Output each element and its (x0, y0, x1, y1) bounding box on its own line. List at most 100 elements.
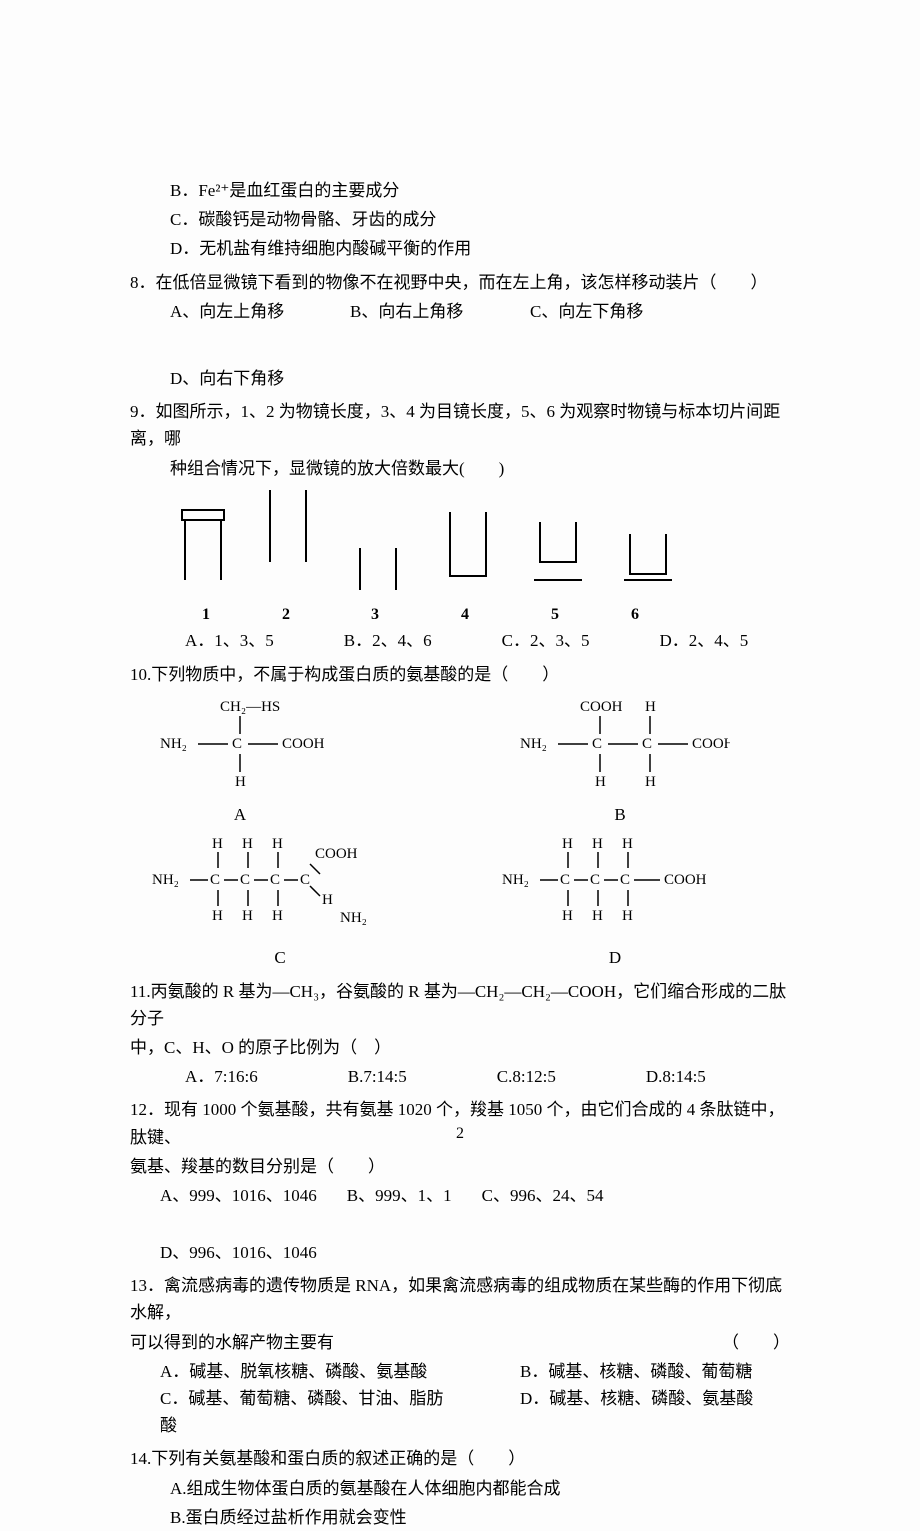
q11-b: B.7:14:5 (348, 1063, 407, 1090)
q14-a: A.组成生物体蛋白质的氨基酸在人体细胞内都能合成 (130, 1475, 790, 1502)
svg-text:H: H (592, 908, 603, 924)
q11-options: A．7:16:6 B.7:14:5 C.8:12:5 D.8:14:5 (130, 1063, 790, 1090)
q9-c: C．2、3、5 (502, 627, 590, 654)
q12-c: C、996、24、54 (482, 1182, 604, 1209)
q10-molecules-bottom: H H H COOH NH₂ C C C C H H H H (130, 828, 790, 971)
svg-text:COOH: COOH (664, 872, 707, 888)
q9-label-4: 4 (420, 602, 510, 628)
svg-text:NH₂: NH₂ (160, 736, 187, 752)
page-number: 2 (0, 1121, 920, 1147)
svg-text:H: H (645, 699, 656, 715)
svg-text:H: H (242, 908, 253, 924)
svg-text:H: H (645, 774, 656, 790)
q13-stem-2: 可以得到的水解产物主要有 （ ） (130, 1329, 790, 1356)
q7-option-c: C．碳酸钙是动物骨骼、牙齿的成分 (130, 206, 790, 233)
q8-a: A、向左上角移 (170, 298, 310, 325)
q7-option-d: D．无机盐有维持细胞内酸碱平衡的作用 (130, 235, 790, 262)
svg-text:H: H (242, 836, 253, 852)
svg-text:NH₂: NH₂ (502, 872, 529, 888)
q11-c: C.8:12:5 (497, 1063, 556, 1090)
q10-label-c: C (150, 944, 410, 971)
svg-text:COOH: COOH (282, 736, 325, 752)
svg-text:C: C (300, 872, 310, 888)
q13-d: D．碱基、核糖、磷酸、氨基酸 (520, 1385, 753, 1439)
svg-text:H: H (595, 774, 606, 790)
q13-b: B．碱基、核糖、磷酸、葡萄糖 (520, 1358, 752, 1385)
q13-stem-1: 13．禽流感病毒的遗传物质是 RNA，如果禽流感病毒的组成物质在某些酶的作用下彻… (130, 1272, 790, 1326)
svg-text:COOH: COOH (580, 699, 623, 715)
q13-options-row1: A．碱基、脱氧核糖、磷酸、氨基酸 B．碱基、核糖、磷酸、葡萄糖 (130, 1358, 790, 1385)
svg-text:C: C (270, 872, 280, 888)
q13-stem-2-text: 可以得到的水解产物主要有 (130, 1329, 334, 1356)
q9-a: A．1、3、5 (185, 627, 274, 654)
q11-stem-1: 11.丙氨酸的 R 基为—CH₃，谷氨酸的 R 基为—CH₂—CH₂—COOH，… (130, 978, 790, 1032)
q9-diagram-labels: 1 2 3 4 5 6 (130, 602, 790, 628)
svg-text:C: C (560, 872, 570, 888)
q11-d: D.8:14:5 (646, 1063, 706, 1090)
q9-d: D．2、4、5 (659, 627, 748, 654)
q10-molecules-top: CH₂—HS NH₂ C COOH H A COOH H NH₂ C (130, 690, 790, 828)
q13-options-row2: C．碱基、葡萄糖、磷酸、甘油、脂肪酸 D．碱基、核糖、磷酸、氨基酸 (130, 1385, 790, 1439)
q10-stem: 10.下列物质中，不属于构成蛋白质的氨基酸的是（ ） (130, 661, 790, 688)
svg-text:C: C (232, 736, 242, 752)
q8-b: B、向右上角移 (350, 298, 490, 325)
q13-a: A．碱基、脱氧核糖、磷酸、氨基酸 (160, 1358, 460, 1385)
q9-lens-diagram (170, 490, 710, 590)
q13-paren: （ ） (722, 1329, 790, 1356)
q14-b: B.蛋白质经过盐析作用就会变性 (130, 1504, 790, 1531)
svg-text:C: C (592, 736, 602, 752)
q11-a: A．7:16:6 (185, 1063, 258, 1090)
q10-label-b: B (510, 801, 730, 828)
svg-text:C: C (240, 872, 250, 888)
q9-label-3: 3 (330, 602, 420, 628)
q10-mol-d-svg: HHH NH₂ C C C COOH HHH (500, 834, 730, 934)
svg-text:NH₂: NH₂ (152, 872, 179, 888)
q10-mol-a-svg: CH₂—HS NH₂ C COOH H (150, 696, 330, 791)
q8-options: A、向左上角移 B、向右上角移 C、向左下角移 D、向右下角移 (130, 298, 790, 392)
q10-mol-c-svg: HHH COOH NH₂ C C C C H HHH (150, 834, 410, 934)
q10-mol-c: HHH COOH NH₂ C C C C H HHH (150, 834, 410, 971)
q13-c: C．碱基、葡萄糖、磷酸、甘油、脂肪酸 (160, 1385, 460, 1439)
q9-label-1: 1 (170, 602, 242, 628)
svg-text:H: H (212, 908, 223, 924)
q10-mol-a: CH₂—HS NH₂ C COOH H A (150, 696, 330, 828)
q9-label-5: 5 (510, 602, 600, 628)
q9-diagram (130, 490, 790, 598)
q10-mol-b: COOH H NH₂ C C COOH H H B (510, 696, 730, 828)
svg-text:H: H (562, 908, 573, 924)
svg-text:NH₂: NH₂ (520, 736, 547, 752)
svg-text:H: H (622, 908, 633, 924)
svg-text:H: H (562, 836, 573, 852)
svg-text:H: H (592, 836, 603, 852)
q7-option-b: B．Fe²⁺是血红蛋白的主要成分 (130, 177, 790, 204)
q9-label-2: 2 (242, 602, 330, 628)
q10-mol-b-svg: COOH H NH₂ C C COOH H H (510, 696, 730, 791)
svg-text:CH₂—HS: CH₂—HS (220, 699, 280, 715)
svg-text:COOH: COOH (315, 846, 358, 862)
q12-a: A、999、1016、1046 (160, 1182, 317, 1209)
q12-b: B、999、1、1 (347, 1182, 452, 1209)
svg-text:COOH: COOH (692, 736, 730, 752)
q8-d: D、向右下角移 (170, 365, 310, 392)
q11-stem-2: 中，C、H、O 的原子比例为（ ） (130, 1034, 790, 1061)
q12-d: D、996、1016、1046 (160, 1239, 317, 1266)
q9-b: B．2、4、6 (344, 627, 432, 654)
q9-stem-2: 种组合情况下，显微镜的放大倍数最大( ) (130, 455, 790, 482)
svg-text:C: C (210, 872, 220, 888)
svg-text:H: H (622, 836, 633, 852)
svg-text:H: H (322, 892, 333, 908)
exam-page: B．Fe²⁺是血红蛋白的主要成分 C．碳酸钙是动物骨骼、牙齿的成分 D．无机盐有… (0, 0, 920, 1302)
q10-label-d: D (500, 944, 730, 971)
svg-text:H: H (272, 836, 283, 852)
q10-mol-d: HHH NH₂ C C C COOH HHH D (500, 834, 730, 971)
q14-stem: 14.下列有关氨基酸和蛋白质的叙述正确的是（ ） (130, 1445, 790, 1472)
q12-options: A、999、1016、1046 B、999、1、1 C、996、24、54 D、… (130, 1182, 790, 1266)
q9-stem-1: 9．如图所示，1、2 为物镜长度，3、4 为目镜长度，5、6 为观察时物镜与标本… (130, 398, 790, 452)
q8-stem: 8．在低倍显微镜下看到的物像不在视野中央，而在左上角，该怎样移动装片（ ） (130, 269, 790, 296)
svg-text:C: C (590, 872, 600, 888)
svg-text:NH₂: NH₂ (340, 910, 367, 926)
q8-c: C、向左下角移 (530, 298, 670, 325)
svg-text:H: H (212, 836, 223, 852)
q9-options: A．1、3、5 B．2、4、6 C．2、3、5 D．2、4、5 (130, 627, 790, 654)
svg-text:H: H (235, 774, 246, 790)
